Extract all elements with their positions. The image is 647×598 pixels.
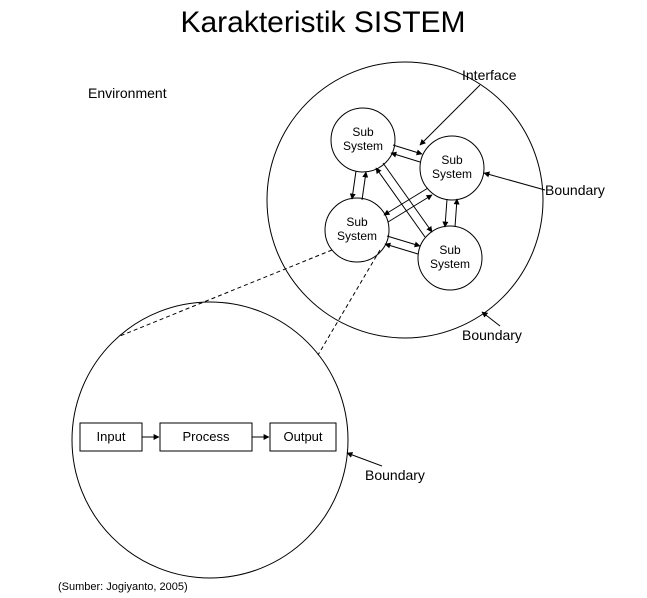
subsystem-label-l2: System: [337, 229, 377, 243]
boundary-label-node: Boundary: [545, 182, 605, 198]
subsystem-label-l1: Sub: [439, 243, 461, 257]
subsystem-label-l2: System: [343, 139, 383, 153]
subsystem-label-l1: Sub: [346, 215, 368, 229]
edge-2-4: [445, 199, 457, 227]
subsystem-node-4: Sub System: [418, 226, 482, 290]
page-title: Karakteristik SISTEM: [180, 6, 465, 39]
boundary-pointer-node: [484, 173, 545, 190]
zoom-line-left: [120, 250, 332, 336]
edge-3-4: [385, 236, 420, 254]
subsystem-label-l1: Sub: [352, 125, 374, 139]
interface-label: Interface: [462, 67, 517, 83]
subsystem-node-1: Sub System: [331, 108, 395, 172]
environment-label: Environment: [88, 85, 167, 101]
box-input-label: Input: [97, 429, 126, 444]
boundary-pointer-lower: [347, 453, 382, 466]
boundary-label-upper: Boundary: [462, 327, 522, 343]
subsystem-node-2: Sub System: [420, 136, 484, 200]
edge-1-3: [352, 171, 366, 200]
upper-boundary-circle: [267, 62, 543, 338]
edge-1-2: [391, 145, 422, 162]
diagram-canvas: Karakteristik SISTEM Environment Sub Sys…: [0, 0, 647, 598]
box-output-label: Output: [283, 429, 322, 444]
subsystem-label-l1: Sub: [441, 153, 463, 167]
box-process-label: Process: [183, 429, 230, 444]
boundary-pointer-upper: [482, 312, 500, 326]
edge-2-3: [384, 188, 432, 222]
source-citation: (Sumber: Jogiyanto, 2005): [58, 581, 188, 593]
zoom-line-right: [318, 250, 380, 355]
subsystem-label-l2: System: [432, 167, 472, 181]
subsystem-node-3: Sub System: [325, 198, 389, 262]
subsystem-label-l2: System: [430, 257, 470, 271]
process-flow: Input Process Output: [80, 423, 336, 451]
boundary-label-lower: Boundary: [365, 467, 425, 483]
